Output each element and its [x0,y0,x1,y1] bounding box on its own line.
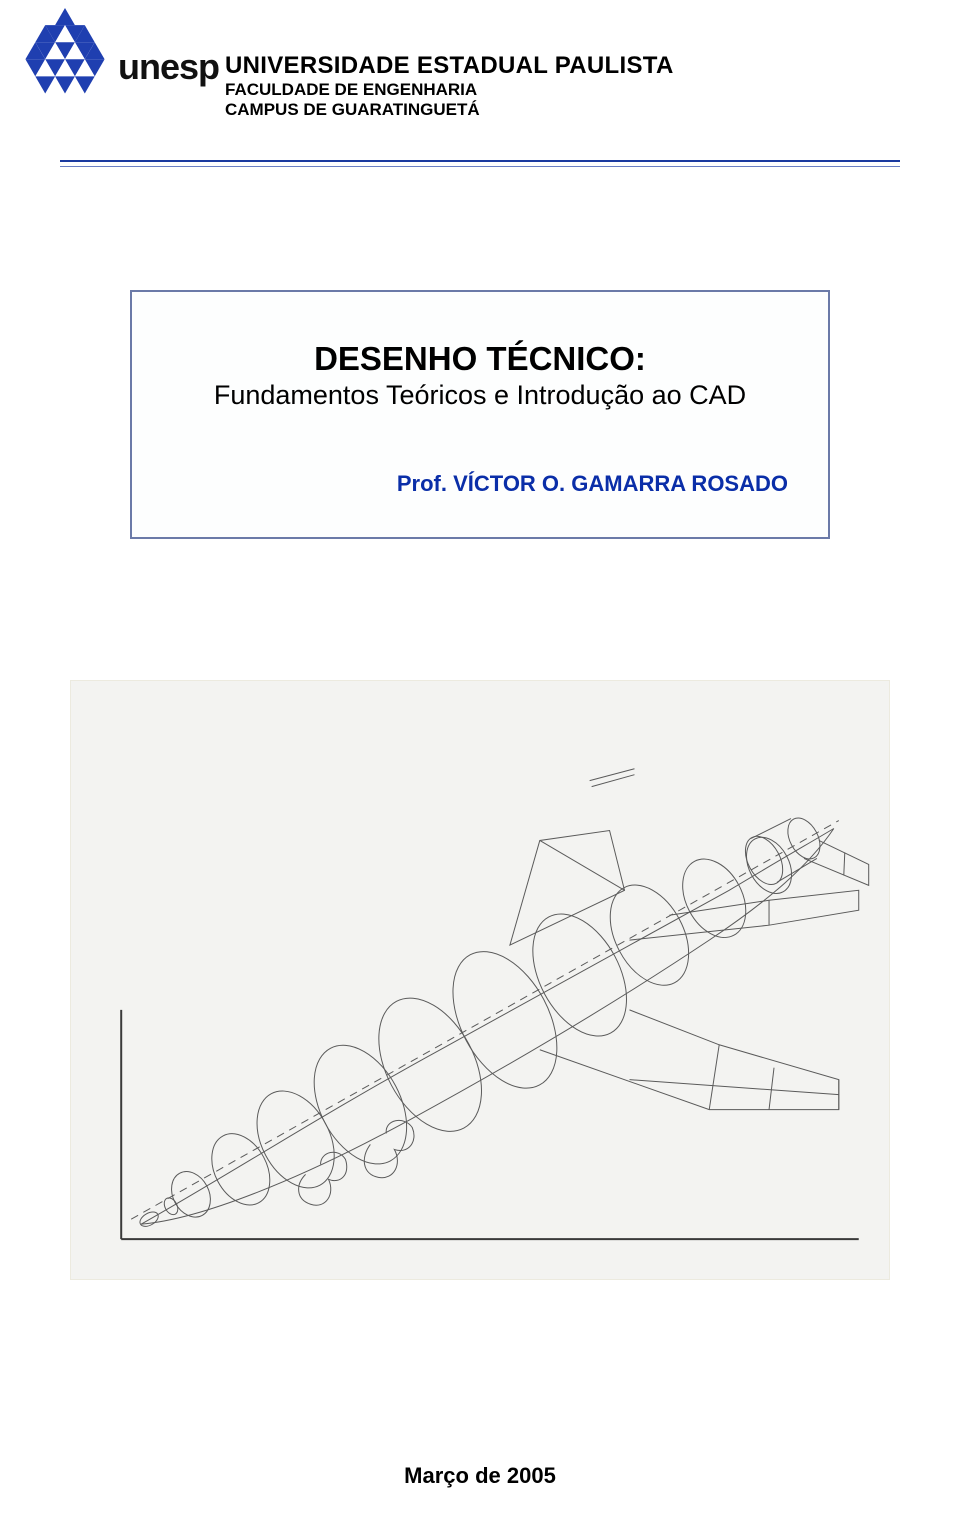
page-header: unesp UNIVERSIDADE ESTADUAL PAULISTA FAC… [0,0,960,180]
logo-block: unesp [20,8,219,98]
aircraft-drawing [70,680,890,1280]
brand-wordmark: unesp [118,46,219,98]
professor-name: Prof. VÍCTOR O. GAMARRA ROSADO [172,471,788,497]
document-date: Março de 2005 [0,1463,960,1489]
campus-name: CAMPUS DE GUARATINGUETÁ [225,100,880,120]
document-title: DESENHO TÉCNICO: [172,340,788,378]
university-name: UNIVERSIDADE ESTADUAL PAULISTA [225,52,880,80]
faculty-name: FACULDADE DE ENGENHARIA [225,80,880,100]
header-rule [60,160,900,167]
institution-text: UNIVERSIDADE ESTADUAL PAULISTA FACULDADE… [225,52,880,120]
title-box: DESENHO TÉCNICO: Fundamentos Teóricos e … [130,290,830,539]
aircraft-wireframe-icon [71,681,889,1279]
document-subtitle: Fundamentos Teóricos e Introdução ao CAD [172,380,788,411]
unesp-logo-icon [20,8,110,98]
